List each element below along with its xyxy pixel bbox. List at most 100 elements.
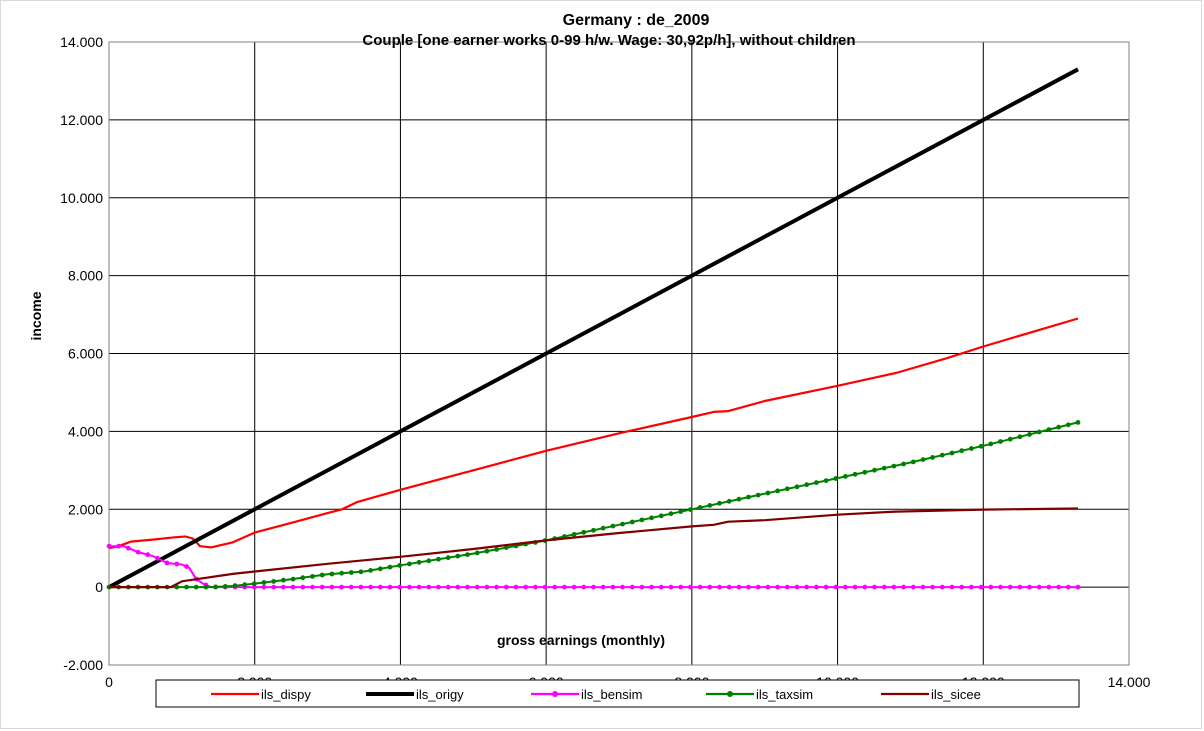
series-line-ils_sicee [109,507,1079,589]
series-point-ils_bensim [833,584,839,590]
series-point-ils_bensim [562,584,567,590]
series-point-ils_taxsim [591,527,596,533]
legend: ils_dispy ils_origy ils_bensim ils_taxsim il… [155,679,1080,708]
series-point-ils_taxsim [930,455,935,460]
series-point-ils_bensim [891,584,897,590]
series-point-ils_bensim [649,584,654,590]
series-point-ils_bensim [1056,584,1061,590]
series-point-ils_bensim [126,545,131,551]
series-point-ils_taxsim [949,450,955,456]
series-point-ils_bensim [1046,584,1052,590]
series-point-ils_taxsim [959,448,965,454]
series-point-ils_bensim [484,584,490,590]
series-point-ils_bensim [1036,584,1042,590]
series-point-ils_taxsim [688,507,693,512]
series-point-ils_taxsim [600,525,606,531]
series-point-ils_bensim [969,584,974,590]
series-point-ils_taxsim [407,561,412,567]
y-axis-label: income [28,291,44,340]
series-point-ils_taxsim [484,548,490,554]
y-axis-ticks: -2.000 0 2.000 4.000 6.000 8.000 10.000 12.000 1… [60,34,103,673]
series-point-ils_taxsim [436,556,441,562]
series-point-ils_bensim [658,584,664,590]
legend-item-ils_origy: ils_origy [366,687,464,702]
legend-item-ils_dispy: ils_dispy [211,687,311,702]
series-point-ils_taxsim [1075,420,1081,425]
series-point-ils_bensim [678,584,684,590]
series-point-ils_bensim [1017,584,1023,590]
series-point-ils_taxsim [678,509,684,514]
series-point-ils_taxsim [775,488,780,494]
series-point-ils_bensim [610,584,616,590]
series-point-ils_bensim [726,584,732,590]
series-ils_dispy [108,317,1079,550]
legend-item-ils_taxsim: ils_taxsim [706,687,813,702]
series-point-ils_taxsim [174,584,180,590]
series-point-ils_bensim [581,584,587,590]
series-point-ils_bensim [533,584,538,590]
y-tick-label: 4.000 [68,423,103,439]
series-point-ils_bensim [784,584,790,590]
series-point-ils_taxsim [755,492,761,498]
legend-label: ils_sicee [931,687,981,702]
series-point-ils_bensim [717,584,722,590]
series-point-ils_bensim [164,560,170,566]
y-tick-label: 10.000 [60,190,103,206]
series-point-ils_bensim [368,584,373,590]
series-point-ils_taxsim [232,583,238,589]
series-point-ils_taxsim [310,574,315,579]
series-point-ils_bensim [620,584,625,590]
series-point-ils_bensim [600,584,606,590]
series-point-ils_taxsim [1007,436,1013,442]
series-point-ils_bensim [872,584,877,590]
series-point-ils_taxsim [1065,422,1071,428]
series-line-ils_taxsim [109,421,1079,589]
legend-item-ils_bensim: ils_bensim [531,687,642,702]
series-point-ils_bensim [407,584,412,590]
series-point-ils_taxsim [271,579,277,584]
series-point-ils_bensim [688,584,693,590]
series-point-ils_taxsim [387,564,393,570]
series-point-ils_taxsim [649,515,654,521]
series-point-ils_bensim [852,584,858,590]
series-point-ils_bensim [281,584,286,590]
series-point-ils_taxsim [891,463,897,469]
series-point-ils_taxsim [222,584,228,589]
y-tick-label: -2.000 [63,657,103,673]
series-point-ils_taxsim [193,584,199,590]
series-point-ils_bensim [697,584,703,590]
series-point-ils_taxsim [184,584,189,590]
series-point-ils_taxsim [329,571,335,577]
series-point-ils_bensim [746,584,751,590]
series-point-ils_bensim [329,584,335,590]
series-point-ils_bensim [775,584,780,590]
series-point-ils_bensim [339,584,344,590]
series-point-ils_taxsim [494,547,499,552]
series-point-ils_bensim [1075,584,1081,590]
series-point-ils_taxsim [639,517,645,523]
series-point-ils_taxsim [746,494,751,500]
series-point-ils_taxsim [1036,429,1042,435]
series-point-ils_bensim [387,584,393,590]
series-point-ils_taxsim [852,471,858,477]
series-point-ils_bensim [426,584,432,590]
series-point-ils_bensim [949,584,955,590]
y-tick-label: 6.000 [68,346,103,362]
series-point-ils_bensim [135,549,141,555]
series-point-ils_bensim [910,584,916,590]
series-point-ils_bensim [736,584,742,590]
series-point-ils_bensim [290,584,296,590]
series-point-ils_bensim [155,555,160,561]
series-point-ils_taxsim [610,523,616,529]
x-tick-label: 0 [105,674,113,690]
series-point-ils_taxsim [736,496,742,502]
series-point-ils_bensim [348,584,354,590]
series-point-ils_taxsim [784,486,790,492]
series-point-ils_bensim [106,543,112,549]
series-point-ils_taxsim [503,545,509,550]
series-point-ils_bensim [523,584,529,590]
series-point-ils_bensim [542,584,548,590]
series-point-ils_taxsim [910,459,916,465]
series-point-ils_bensim [436,584,441,590]
